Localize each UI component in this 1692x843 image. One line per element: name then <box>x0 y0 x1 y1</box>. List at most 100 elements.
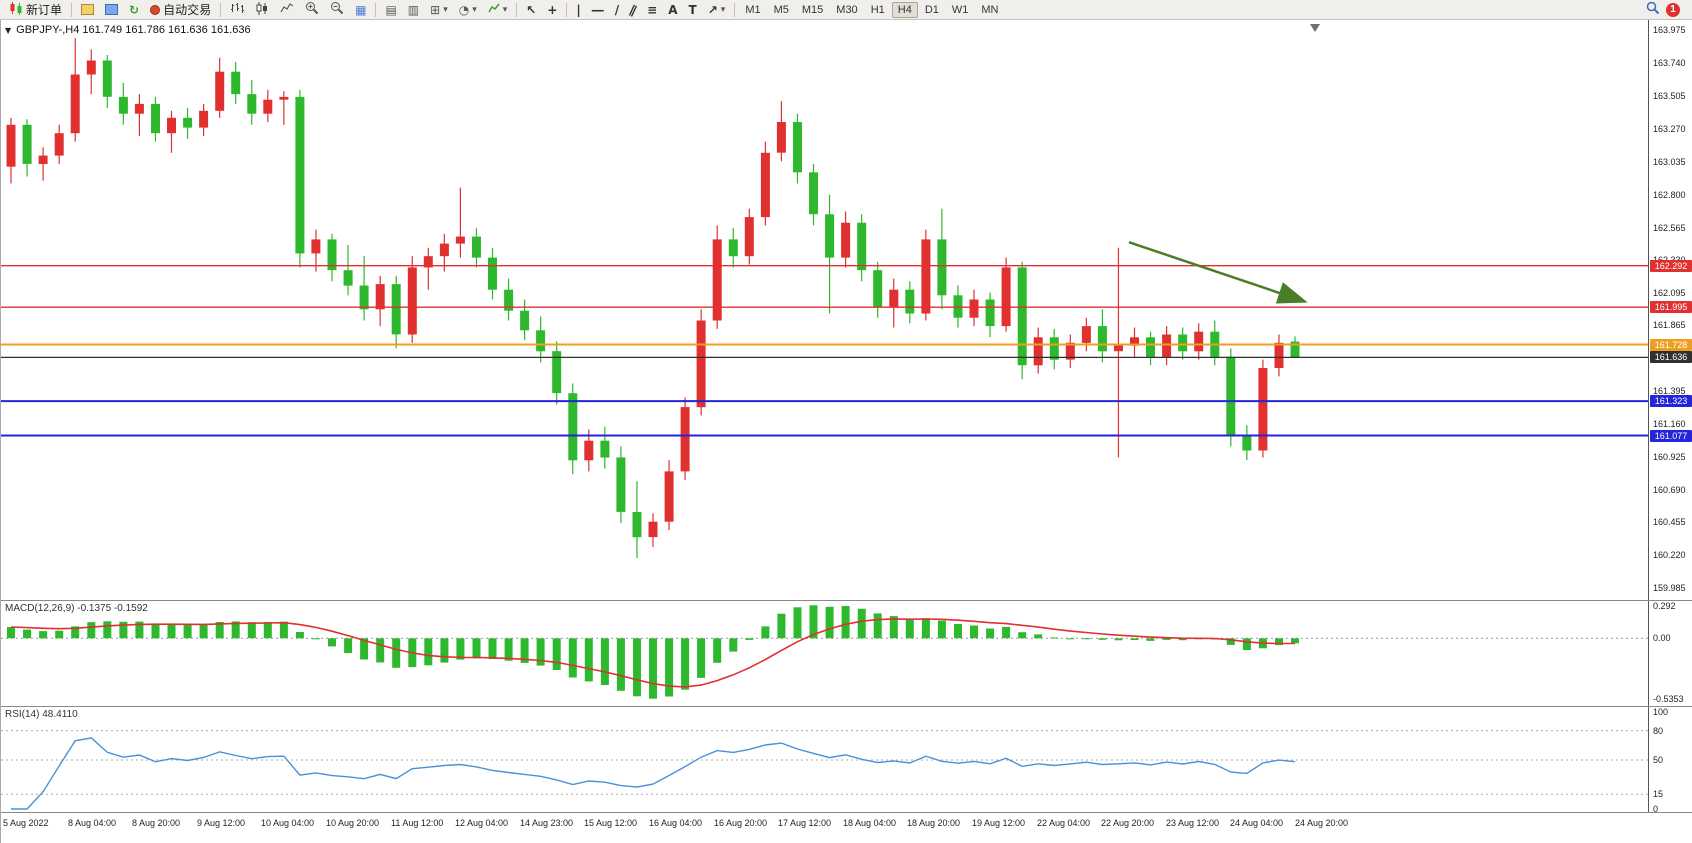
equidistant-channel-button[interactable]: ∥ <box>625 1 641 19</box>
timeframe-m30[interactable]: M30 <box>836 3 858 16</box>
macd-histogram-bar <box>151 623 160 639</box>
trendline-button[interactable]: / <box>610 1 624 19</box>
trend-arrow-annotation[interactable] <box>1128 241 1308 304</box>
timeframe-h4[interactable]: H4 <box>891 1 918 18</box>
bar-chart-button[interactable] <box>225 1 249 19</box>
candlestick-chart[interactable] <box>1 20 1648 600</box>
macd-histogram-bar <box>552 638 561 670</box>
candlestick-chart-button[interactable] <box>250 1 274 19</box>
candle-body <box>937 239 947 296</box>
macd-chart[interactable] <box>1 601 1648 706</box>
vertical-line-icon: | <box>576 2 581 17</box>
candle-body <box>1178 334 1188 352</box>
timeframe-mn[interactable]: MN <box>981 3 999 16</box>
new-chart-icon: ⊞ <box>430 2 441 17</box>
main-chart-pane[interactable]: ▼ GBPJPY-,H4 161.749 161.786 161.636 161… <box>1 20 1692 601</box>
macd-histogram-bar <box>841 606 850 639</box>
period-dropdown-button[interactable]: ◔ ▾ <box>454 1 482 19</box>
market-watch-button[interactable] <box>76 1 99 19</box>
candle-body <box>1081 326 1091 343</box>
auto-trading-button[interactable]: 自动交易 <box>145 1 216 19</box>
price-scale[interactable]: 163.975 163.740 163.505 163.270 163.035 162.8… <box>1648 20 1692 600</box>
macd-histogram-bar <box>825 606 834 639</box>
chevron-down-icon: ▾ <box>720 4 726 15</box>
macd-histogram-bar <box>311 638 320 640</box>
cascade-windows-button[interactable]: ▥ <box>403 1 424 19</box>
notification-count: 1 <box>1670 4 1676 15</box>
macd-histogram-bar <box>857 608 866 639</box>
candle-body <box>985 299 995 327</box>
candle-body <box>793 122 802 173</box>
candle-body <box>520 310 530 331</box>
macd-histogram-bar <box>777 613 786 639</box>
candle-body <box>423 256 433 268</box>
fibonacci-button[interactable]: ≡ <box>642 1 662 19</box>
candle-body <box>584 440 594 461</box>
rsi-chart[interactable] <box>1 707 1648 812</box>
line-chart-button[interactable] <box>275 1 299 19</box>
text-label-button[interactable]: T <box>684 1 702 19</box>
macd-histogram-bar <box>1146 638 1155 641</box>
vertical-line-button[interactable]: | <box>571 1 585 19</box>
macd-histogram-bar <box>681 638 690 690</box>
cursor-button[interactable]: ↖ <box>521 1 541 19</box>
arrange-windows-button[interactable]: ▤ <box>380 1 401 19</box>
macd-histogram-bar <box>905 620 914 639</box>
candle-body <box>455 236 465 244</box>
macd-pane[interactable]: MACD(12,26,9) -0.1375 -0.1592 0.292 0.00 -… <box>1 601 1692 707</box>
timeframe-w1[interactable]: W1 <box>951 3 969 16</box>
candle-body <box>600 440 610 458</box>
tile-windows-button[interactable]: ▦ <box>350 1 371 19</box>
time-axis-label: 8 Aug 20:00 <box>132 818 181 828</box>
new-order-button[interactable]: 新订单 <box>4 1 67 19</box>
timeframe-h1[interactable]: H1 <box>870 3 885 16</box>
rsi-scale[interactable]: 100 80 50 15 0 <box>1648 707 1692 814</box>
notification-badge[interactable]: 1 <box>1666 2 1680 17</box>
arrows-tool-button[interactable]: ↗ ▾ <box>703 1 731 19</box>
rsi-pane[interactable]: RSI(14) 48.4110 100 80 50 15 0 <box>1 707 1692 814</box>
toolbar-separator <box>516 2 518 17</box>
crosshair-button[interactable]: + <box>542 1 562 19</box>
toolbar-separator <box>734 2 736 17</box>
time-axis-label: 8 Aug 04:00 <box>68 818 117 828</box>
timeframe-m15[interactable]: M15 <box>801 3 824 16</box>
candle-body <box>905 289 915 314</box>
search-button[interactable] <box>1641 1 1665 19</box>
candle-body <box>696 320 706 408</box>
candle-body <box>134 103 144 114</box>
price-tag: 161.077 <box>1650 430 1692 442</box>
macd-histogram-bar <box>1178 638 1187 641</box>
macd-histogram-bar <box>87 622 96 639</box>
macd-histogram-bar <box>360 638 369 660</box>
candle-body <box>86 60 96 75</box>
candle-body <box>921 239 931 314</box>
timeframe-m1[interactable]: M1 <box>745 3 761 16</box>
horizontal-line-button[interactable]: ― <box>587 1 609 19</box>
new-chart-button[interactable]: ⊞ ▾ <box>425 1 453 19</box>
price-tick-label: 161.865 <box>1653 320 1686 330</box>
time-axis-label: 16 Aug 20:00 <box>714 818 768 828</box>
macd-histogram-bar <box>520 638 529 663</box>
macd-histogram-bar <box>1098 638 1107 640</box>
timeframe-m5[interactable]: M5 <box>773 3 789 16</box>
arrows-tool-icon: ↗ <box>707 2 718 17</box>
chart-area[interactable]: ▼ GBPJPY-,H4 161.749 161.786 161.636 161… <box>0 20 1692 843</box>
zoom-in-button[interactable] <box>300 1 324 19</box>
chart-shift-marker[interactable] <box>1310 24 1320 32</box>
indicators-dropdown-button[interactable]: ▾ <box>483 1 513 19</box>
price-tick-label: 159.985 <box>1653 583 1686 593</box>
zoom-out-button[interactable] <box>325 1 349 19</box>
zoom-out-icon <box>330 1 344 18</box>
macd-histogram-bar <box>199 624 208 639</box>
time-axis[interactable]: 5 Aug 2022 8 Aug 04:00 8 Aug 20:00 9 Aug 12… <box>1 813 1692 843</box>
macd-scale[interactable]: 0.292 0.00 -0.5353 <box>1648 601 1692 706</box>
navigator-button[interactable] <box>100 1 123 19</box>
timeframe-d1[interactable]: D1 <box>924 3 939 16</box>
price-tick-label: 162.565 <box>1653 223 1686 233</box>
refresh-button[interactable]: ↻ <box>124 1 144 19</box>
text-tool-button[interactable]: A <box>663 1 682 19</box>
price-tag: 161.728 <box>1650 339 1692 351</box>
search-icon <box>1646 1 1660 18</box>
symbol-menu-icon[interactable]: ▼ <box>5 25 12 35</box>
candle-body <box>1290 341 1300 358</box>
